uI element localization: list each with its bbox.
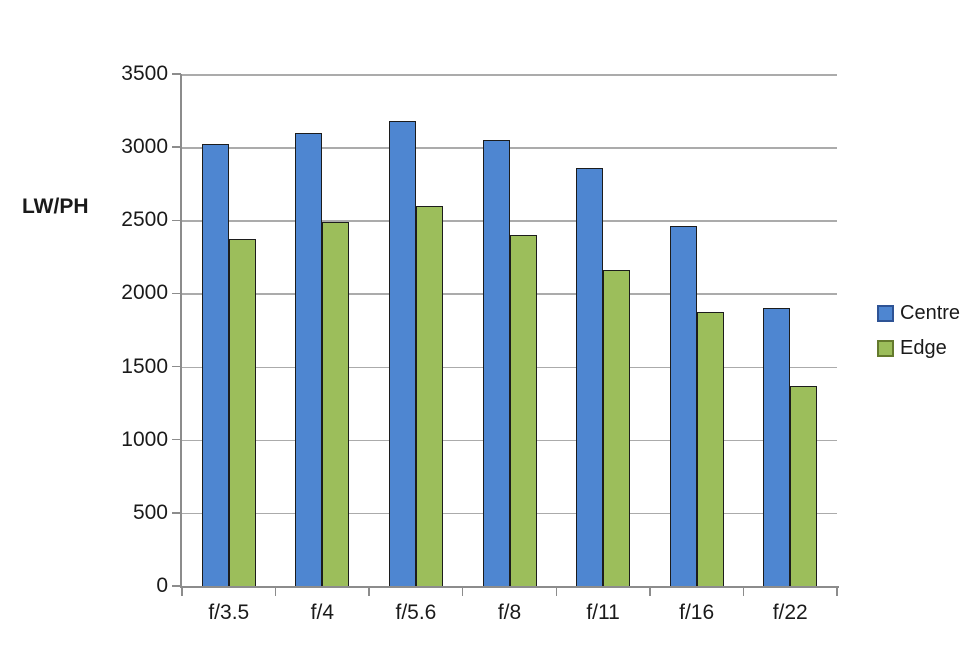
bar-edge-f16 <box>696 312 724 586</box>
x-axis-label-f4: f/4 <box>310 601 335 624</box>
y-tick-0 <box>172 585 181 587</box>
bar-edge-f5.6 <box>415 205 443 586</box>
legend-label-centre: Centre <box>900 302 961 324</box>
y-tick-3000 <box>172 146 181 148</box>
x-tick-7 <box>836 588 838 596</box>
y-tick-500 <box>172 512 181 514</box>
bar-centre-f5.6 <box>388 120 416 586</box>
legend-marker-edge <box>877 340 894 357</box>
y-tick-2500 <box>172 219 181 222</box>
x-axis-label-f5.6: f/5.6 <box>395 601 437 624</box>
y-axis-label-3000: 3000 <box>121 135 168 159</box>
legend-item-centre: Centre <box>877 302 960 325</box>
bar-edge-f3.5 <box>228 239 256 586</box>
bar-edge-f22 <box>790 385 818 586</box>
x-tick-0 <box>181 588 183 596</box>
bar-edge-f4 <box>322 221 350 586</box>
y-axis-label-2500: 2500 <box>121 208 168 232</box>
y-tick-1000 <box>172 438 181 441</box>
y-axis-label-2000: 2000 <box>121 281 168 305</box>
plot-area <box>182 74 837 586</box>
bar-edge-f8 <box>509 234 537 586</box>
gridline-3500 <box>182 74 837 76</box>
bar-centre-f4 <box>295 132 323 586</box>
y-axis-label-0: 0 <box>156 574 168 597</box>
bar-centre-f11 <box>576 167 604 586</box>
x-axis-label-f22: f/22 <box>772 601 808 624</box>
legend: Centre Edge <box>877 302 960 372</box>
y-tick-1500 <box>172 365 181 368</box>
x-tick-2 <box>368 588 370 596</box>
y-axis-line <box>180 74 182 588</box>
legend-item-edge: Edge <box>877 337 960 360</box>
x-axis-line <box>180 586 839 588</box>
x-axis-label-f8: f/8 <box>497 601 522 624</box>
x-tick-3 <box>461 588 464 596</box>
y-axis-label-1000: 1000 <box>121 427 168 451</box>
y-axis-title: LW/PH <box>22 195 89 218</box>
gridline-2500 <box>182 220 837 222</box>
x-axis-label-f3.5: f/3.5 <box>208 601 250 624</box>
x-axis-label-f11: f/11 <box>586 601 620 624</box>
x-tick-5 <box>649 588 651 596</box>
y-tick-2000 <box>172 292 181 295</box>
x-tick-4 <box>555 588 558 596</box>
y-axis-label-3500: 3500 <box>121 62 168 85</box>
bar-centre-f8 <box>482 139 510 586</box>
y-axis-label-1500: 1500 <box>121 354 168 378</box>
y-axis-label-500: 500 <box>132 500 168 524</box>
x-tick-6 <box>742 588 745 596</box>
y-tick-3500 <box>172 73 181 75</box>
legend-marker-centre <box>877 305 894 322</box>
bar-centre-f16 <box>669 226 697 586</box>
bar-edge-f11 <box>603 270 631 586</box>
bar-centre-f22 <box>763 308 791 586</box>
legend-label-edge: Edge <box>900 337 947 359</box>
x-tick-1 <box>274 588 277 596</box>
x-axis-label-f16: f/16 <box>679 601 715 624</box>
gridline-3000 <box>182 147 837 149</box>
bar-centre-f3.5 <box>201 144 229 586</box>
